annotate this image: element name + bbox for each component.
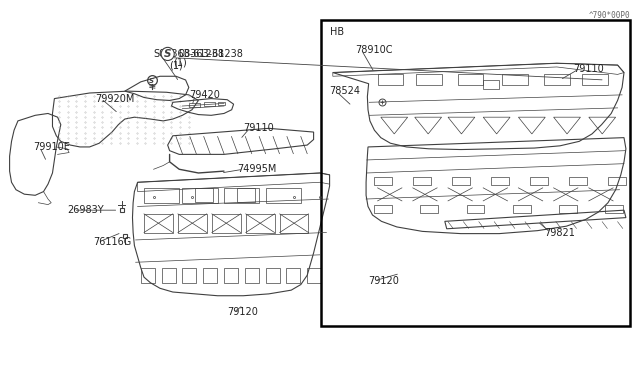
Bar (492, 177, 509, 185)
Bar (144, 214, 173, 232)
Bar (218, 102, 225, 105)
Text: (1): (1) (173, 58, 186, 67)
Bar (413, 177, 431, 185)
Bar (204, 102, 215, 106)
Text: S: S (149, 78, 154, 84)
Bar (452, 177, 470, 185)
Bar (266, 188, 301, 203)
Bar (280, 214, 308, 232)
Text: 26983Y: 26983Y (67, 205, 104, 215)
Bar (582, 74, 608, 85)
Text: 79120: 79120 (227, 308, 258, 317)
Bar (544, 74, 570, 85)
Bar (374, 177, 392, 185)
Bar (502, 74, 528, 85)
Text: (1): (1) (170, 60, 183, 70)
Bar (189, 103, 200, 107)
Bar (530, 177, 548, 185)
Text: 08363-61238: 08363-61238 (178, 49, 243, 59)
Text: 78524: 78524 (330, 86, 360, 96)
Bar (287, 268, 301, 283)
Bar (374, 205, 392, 213)
Text: 76116G: 76116G (93, 237, 131, 247)
Bar (224, 188, 259, 203)
Bar (569, 177, 587, 185)
Bar (416, 74, 442, 85)
Bar (321, 20, 630, 325)
Bar (161, 268, 175, 283)
Bar (307, 268, 321, 283)
Bar (224, 268, 238, 283)
Text: ^790*00P0: ^790*00P0 (589, 12, 630, 20)
Bar (420, 205, 438, 213)
Bar (245, 268, 259, 283)
Text: S08363-61238: S08363-61238 (154, 49, 225, 59)
Bar (483, 80, 499, 89)
Text: 79110: 79110 (573, 64, 604, 74)
Text: 79420: 79420 (189, 90, 220, 100)
Bar (608, 177, 626, 185)
Bar (266, 268, 280, 283)
Bar (212, 214, 241, 232)
Bar (204, 268, 218, 283)
Bar (141, 268, 155, 283)
Bar (144, 188, 179, 203)
Text: S: S (164, 49, 172, 59)
Bar (467, 205, 484, 213)
Bar (513, 205, 531, 213)
Text: 79120: 79120 (368, 276, 399, 286)
Bar (378, 74, 403, 85)
Bar (237, 188, 255, 202)
Bar (246, 214, 275, 232)
Text: 78910C: 78910C (355, 45, 393, 55)
Text: 79110: 79110 (243, 124, 274, 133)
Text: 74995M: 74995M (237, 164, 276, 174)
Text: 79910E: 79910E (33, 142, 70, 152)
Bar (458, 74, 483, 85)
Text: 79821: 79821 (544, 228, 575, 237)
Text: 79920M: 79920M (95, 94, 134, 103)
Bar (182, 188, 218, 203)
Bar (195, 188, 213, 202)
Bar (559, 205, 577, 213)
Text: HB: HB (330, 27, 344, 36)
Bar (182, 268, 196, 283)
Bar (605, 205, 623, 213)
Bar (178, 214, 207, 232)
